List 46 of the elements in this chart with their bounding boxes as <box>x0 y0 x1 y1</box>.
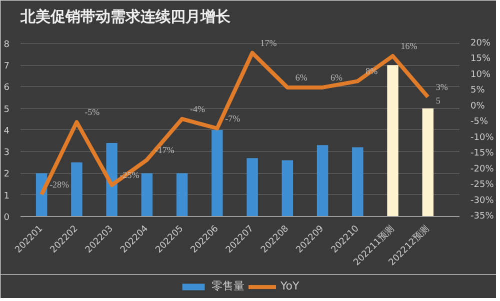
y-tick-label: 7 <box>4 62 10 72</box>
y2-tick-label: -15% <box>470 148 494 159</box>
data-label: -7% <box>225 113 241 124</box>
chart-title: 北美促销带动需求连续四月增长 <box>20 8 232 26</box>
y2-tick-label: -5% <box>470 117 488 128</box>
y-tick-label: 8 <box>4 40 10 50</box>
y2-tick-label: 20% <box>470 38 491 48</box>
legend-label: YoY <box>280 280 300 292</box>
bar <box>352 147 364 216</box>
y2-tick-label: -20% <box>470 164 494 174</box>
bar <box>71 162 82 216</box>
bar <box>141 173 153 216</box>
bar <box>212 130 223 216</box>
y-tick-label: 4 <box>4 126 10 136</box>
y-tick-label: 0 <box>4 213 10 223</box>
y2-tick-label: -25% <box>470 180 494 190</box>
y-tick-label: 2 <box>4 170 10 180</box>
y2-tick-label: -30% <box>470 196 494 206</box>
y-tick-label: 3 <box>4 148 10 158</box>
bar <box>246 158 258 216</box>
data-label: 6% <box>330 72 344 82</box>
data-label: 16% <box>400 40 418 51</box>
data-label: -28% <box>50 179 70 190</box>
bar <box>176 173 188 216</box>
line-series <box>40 50 430 196</box>
legend-label: 零售量 <box>212 278 244 294</box>
y-tick-label: 6 <box>4 83 10 94</box>
y2-tick-label: 10% <box>470 70 491 80</box>
y2-tick-label: 0% <box>470 101 486 112</box>
y2-tick-label: 5% <box>470 86 486 96</box>
data-label: 17% <box>260 38 278 48</box>
y2-tick-label: 15% <box>470 54 491 64</box>
data-label: -5% <box>84 107 100 118</box>
data-label: 3% <box>436 82 448 92</box>
bar <box>282 160 294 216</box>
bar <box>106 142 118 216</box>
bar <box>387 65 398 216</box>
y-tick-label: 1 <box>4 191 10 202</box>
y-tick-label: 5 <box>4 104 10 115</box>
y2-tick-label: -35% <box>470 212 494 222</box>
y2-tick-label: -10% <box>470 132 494 143</box>
data-label: -4% <box>190 104 206 114</box>
bar <box>422 108 434 216</box>
data-label: 5 <box>436 95 441 106</box>
data-label: 6% <box>295 72 308 82</box>
bar <box>316 145 328 216</box>
